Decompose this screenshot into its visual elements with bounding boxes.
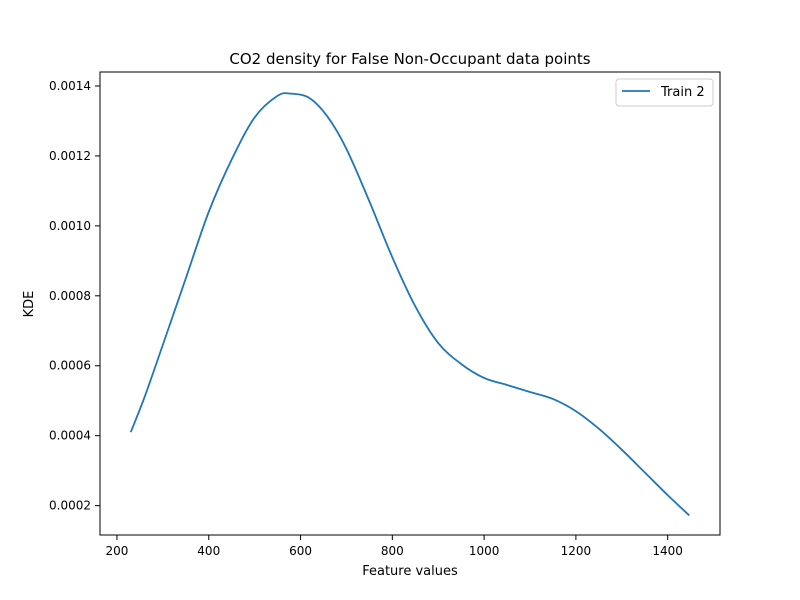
plot-area xyxy=(129,92,690,517)
x-tick-label: 1400 xyxy=(652,544,683,558)
x-tick-label: 200 xyxy=(106,544,129,558)
y-tick-label: 0.0010 xyxy=(49,219,91,233)
legend-label-train-2: Train 2 xyxy=(660,85,705,100)
y-tick-label: 0.0014 xyxy=(49,79,91,93)
legend-box xyxy=(615,78,714,107)
y-tick-label: 0.0004 xyxy=(49,429,91,443)
axes-frame xyxy=(99,71,721,536)
y-tick-label: 0.0002 xyxy=(49,499,91,513)
chart-title: CO2 density for False Non-Occupant data … xyxy=(229,50,590,68)
x-axis-label: Feature values xyxy=(362,564,458,579)
x-tick-label: 1200 xyxy=(561,544,592,558)
x-tick-label: 400 xyxy=(197,544,220,558)
y-axis-ticks: 0.0002 0.0004 0.0006 0.0008 0.0010 0.0012 0.00… xyxy=(49,79,100,513)
y-tick-label: 0.0006 xyxy=(49,359,91,373)
x-axis-ticks: 200 400 600 800 1000 1200 1400 xyxy=(106,535,683,558)
x-tick-label: 1000 xyxy=(469,544,500,558)
series-line-train-2 xyxy=(129,92,690,517)
x-tick-label: 600 xyxy=(289,544,312,558)
y-tick-label: 0.0008 xyxy=(49,289,91,303)
x-tick-label: 800 xyxy=(381,544,404,558)
y-axis-label: KDE xyxy=(22,291,37,318)
legend: Train 2 xyxy=(615,78,714,107)
y-tick-label: 0.0012 xyxy=(49,149,91,163)
